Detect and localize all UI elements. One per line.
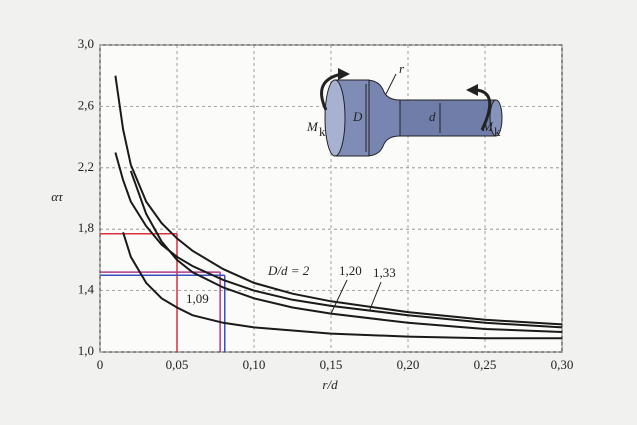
leader-line bbox=[385, 73, 397, 95]
inset-label: k bbox=[494, 124, 501, 139]
series-label: 1,09 bbox=[186, 291, 209, 306]
inset-label: d bbox=[429, 109, 436, 124]
moment-arrow bbox=[475, 88, 492, 131]
series-line bbox=[122, 232, 562, 340]
inset-label: k bbox=[319, 124, 326, 139]
y-tick-label: 2,6 bbox=[78, 97, 95, 112]
series-label: 1,33 bbox=[373, 265, 396, 280]
series-label: D/d = 2 bbox=[267, 263, 310, 278]
arrow-head bbox=[338, 68, 350, 80]
inset-label: M bbox=[306, 119, 319, 134]
y-tick-label: 2,2 bbox=[78, 159, 94, 174]
series-line bbox=[129, 170, 563, 333]
x-axis-label: r/d bbox=[322, 377, 338, 392]
moment-arrow bbox=[320, 72, 343, 111]
small-shaft-end bbox=[489, 99, 503, 137]
x-tick-label: 0,25 bbox=[474, 357, 497, 372]
x-tick-label: 0,10 bbox=[243, 357, 266, 372]
series-line bbox=[114, 75, 563, 326]
label-arrow bbox=[369, 281, 382, 311]
inset-label: M bbox=[481, 119, 494, 134]
label-arrow bbox=[330, 279, 348, 314]
y-tick-label: 1,8 bbox=[78, 220, 94, 235]
shaft-diagram: D d r M k M k bbox=[306, 61, 503, 157]
series-line bbox=[114, 152, 563, 329]
y-tick-label: 3,0 bbox=[78, 36, 94, 51]
x-tick-label: 0,30 bbox=[551, 357, 574, 372]
y-tick-label: 1,4 bbox=[78, 282, 95, 297]
x-tick-label: 0,20 bbox=[397, 357, 420, 372]
inset-label: r bbox=[399, 61, 405, 76]
big-shaft-end bbox=[324, 79, 346, 157]
inset-label: D bbox=[352, 109, 363, 124]
x-tick-label: 0 bbox=[97, 357, 104, 372]
series-label: 1,20 bbox=[339, 263, 362, 278]
y-tick-label: 1,0 bbox=[78, 343, 94, 358]
arrow-head bbox=[466, 84, 478, 96]
small-shaft bbox=[395, 99, 497, 137]
y-axis-label: ατ bbox=[51, 189, 64, 204]
fillet bbox=[365, 79, 401, 157]
x-tick-label: 0,05 bbox=[166, 357, 189, 372]
x-tick-label: 0,15 bbox=[320, 357, 343, 372]
